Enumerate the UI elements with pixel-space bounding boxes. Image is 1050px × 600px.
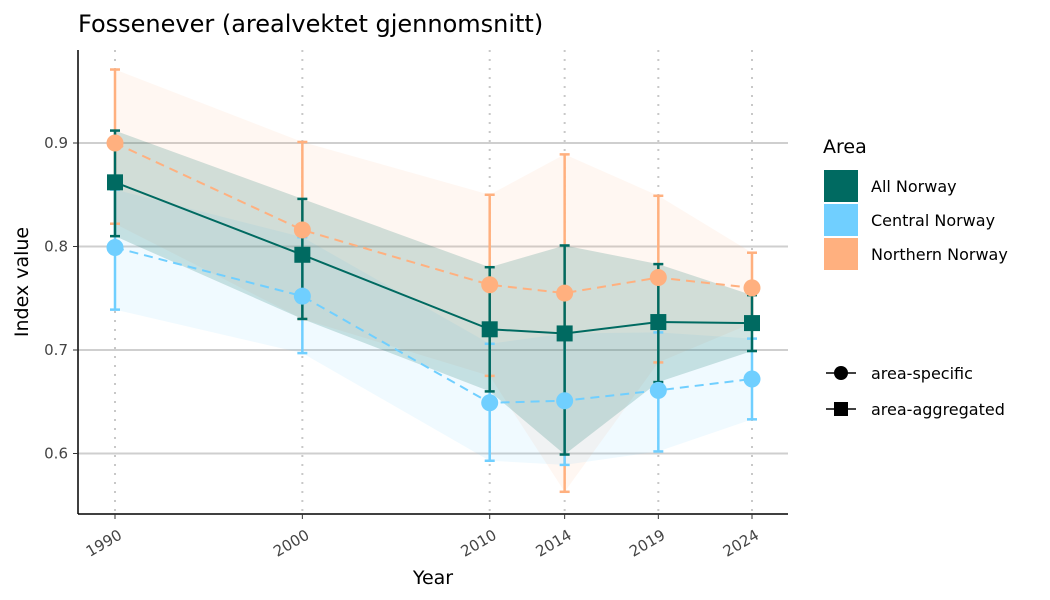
x-tick-label: 2019 — [626, 526, 668, 561]
confidence-band — [115, 189, 752, 465]
data-point — [743, 279, 761, 297]
chart-title: Fossenever (arealvektet gjennomsnitt) — [78, 10, 543, 38]
legend-swatch — [824, 204, 858, 236]
data-point — [743, 370, 761, 388]
data-point — [556, 284, 574, 302]
legend-label: All Norway — [871, 177, 957, 196]
y-tick-label: 0.9 — [44, 134, 68, 152]
series-line — [114, 142, 753, 295]
data-point — [556, 325, 573, 342]
legend-square-icon — [834, 402, 848, 416]
legend-label: Central Norway — [871, 211, 995, 230]
legend-shape-label: area-aggregated — [871, 400, 1005, 419]
data-point — [294, 246, 311, 263]
x-axis-label: Year — [412, 567, 453, 589]
legend-swatch — [824, 238, 858, 270]
legend-swatch — [824, 170, 858, 202]
x-tick-label: 2014 — [533, 526, 575, 561]
data-point — [556, 392, 574, 410]
confidence-band — [115, 69, 752, 492]
x-tick-label: 2010 — [458, 526, 500, 561]
confidence-band — [115, 130, 752, 455]
data-point — [649, 381, 667, 399]
data-point — [293, 221, 311, 239]
data-point — [106, 239, 124, 257]
legend-circle-icon — [834, 366, 848, 380]
y-tick-label: 0.6 — [44, 445, 68, 463]
y-axis-label: Index value — [11, 227, 33, 337]
legend-title: Area — [823, 136, 867, 158]
data-point — [649, 269, 667, 287]
data-point — [744, 315, 760, 332]
x-tick-label: 2000 — [270, 526, 312, 561]
data-point — [293, 287, 311, 305]
series-line — [114, 181, 753, 335]
y-tick-label: 0.7 — [44, 341, 68, 359]
data-point — [481, 321, 498, 338]
y-tick-label: 0.8 — [44, 238, 68, 256]
data-point — [481, 276, 499, 294]
data-point — [650, 314, 667, 331]
legend-shape-label: area-specific — [871, 364, 973, 383]
legend-label: Northern Norway — [871, 245, 1008, 264]
data-point — [106, 134, 124, 152]
data-point — [481, 394, 499, 412]
data-point — [107, 174, 123, 191]
x-tick-label: 2024 — [720, 526, 762, 561]
x-tick-label: 1990 — [83, 526, 125, 561]
